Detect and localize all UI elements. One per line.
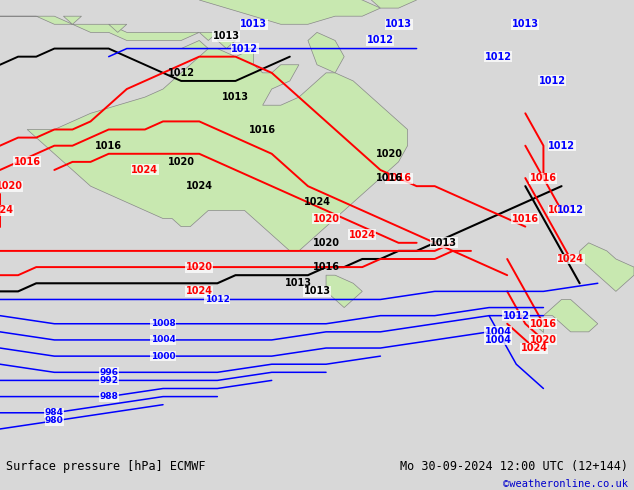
Text: 988: 988 [100, 392, 118, 401]
Text: 1012: 1012 [167, 68, 195, 78]
Text: 1016: 1016 [376, 173, 403, 183]
Text: 1020: 1020 [313, 214, 340, 223]
Polygon shape [27, 41, 408, 251]
Polygon shape [579, 243, 634, 292]
Text: 1004: 1004 [484, 327, 512, 337]
Polygon shape [308, 32, 344, 73]
Polygon shape [326, 275, 362, 308]
Text: 1008: 1008 [151, 319, 176, 328]
Text: 1016: 1016 [385, 173, 412, 183]
Text: 1016: 1016 [249, 124, 276, 134]
Text: 1024: 1024 [557, 254, 584, 264]
Text: 1020: 1020 [186, 262, 213, 272]
Polygon shape [199, 0, 380, 24]
Text: 1013: 1013 [304, 286, 330, 296]
Text: 1013: 1013 [240, 19, 267, 29]
Text: 992: 992 [99, 376, 118, 385]
Text: 1024: 1024 [304, 197, 330, 207]
Text: 1016: 1016 [530, 173, 557, 183]
Text: 1020: 1020 [313, 238, 340, 248]
Text: 1012: 1012 [231, 44, 258, 53]
Text: 1024: 1024 [521, 343, 548, 353]
Text: ©weatheronline.co.uk: ©weatheronline.co.uk [503, 480, 628, 490]
Polygon shape [108, 24, 127, 32]
Text: 1012: 1012 [557, 205, 584, 216]
Text: 1016: 1016 [95, 141, 122, 151]
Text: 984: 984 [45, 408, 64, 417]
Text: 1020: 1020 [548, 205, 575, 216]
Polygon shape [534, 324, 543, 332]
Text: Mo 30-09-2024 12:00 UTC (12+144): Mo 30-09-2024 12:00 UTC (12+144) [399, 460, 628, 473]
Text: 1004: 1004 [151, 336, 176, 344]
Text: 1013: 1013 [430, 238, 457, 248]
Text: 1016: 1016 [530, 319, 557, 329]
Text: 1016: 1016 [14, 157, 41, 167]
Text: 1013: 1013 [222, 92, 249, 102]
Text: 1024: 1024 [186, 286, 213, 296]
Text: 1012: 1012 [548, 141, 575, 151]
Text: 1012: 1012 [484, 51, 512, 62]
Text: Surface pressure [hPa] ECMWF: Surface pressure [hPa] ECMWF [6, 460, 206, 473]
Text: 1024: 1024 [0, 205, 13, 216]
Text: 1013: 1013 [512, 19, 539, 29]
Text: 1012: 1012 [539, 76, 566, 86]
Text: 1016: 1016 [512, 214, 539, 223]
Text: 1013: 1013 [285, 278, 313, 288]
Polygon shape [362, 0, 417, 8]
Polygon shape [543, 299, 598, 332]
Text: 1012: 1012 [205, 295, 230, 304]
Text: 1000: 1000 [151, 352, 176, 361]
Polygon shape [63, 16, 82, 24]
Polygon shape [0, 16, 199, 41]
Text: 1024: 1024 [131, 165, 158, 175]
Text: 980: 980 [45, 416, 64, 425]
Text: 1012: 1012 [367, 35, 394, 46]
Text: 1013: 1013 [213, 31, 240, 42]
Text: 1020: 1020 [530, 335, 557, 345]
Text: 996: 996 [99, 368, 118, 377]
Text: 1004: 1004 [484, 335, 512, 345]
Polygon shape [199, 32, 217, 41]
Text: 1012: 1012 [503, 311, 530, 320]
Text: 1020: 1020 [0, 181, 23, 191]
Text: 1024: 1024 [349, 230, 376, 240]
Text: 1016: 1016 [313, 262, 340, 272]
Text: 1020: 1020 [376, 149, 403, 159]
Text: 1020: 1020 [167, 157, 195, 167]
Polygon shape [217, 41, 235, 49]
Text: 1013: 1013 [385, 19, 412, 29]
Text: 1024: 1024 [186, 181, 213, 191]
